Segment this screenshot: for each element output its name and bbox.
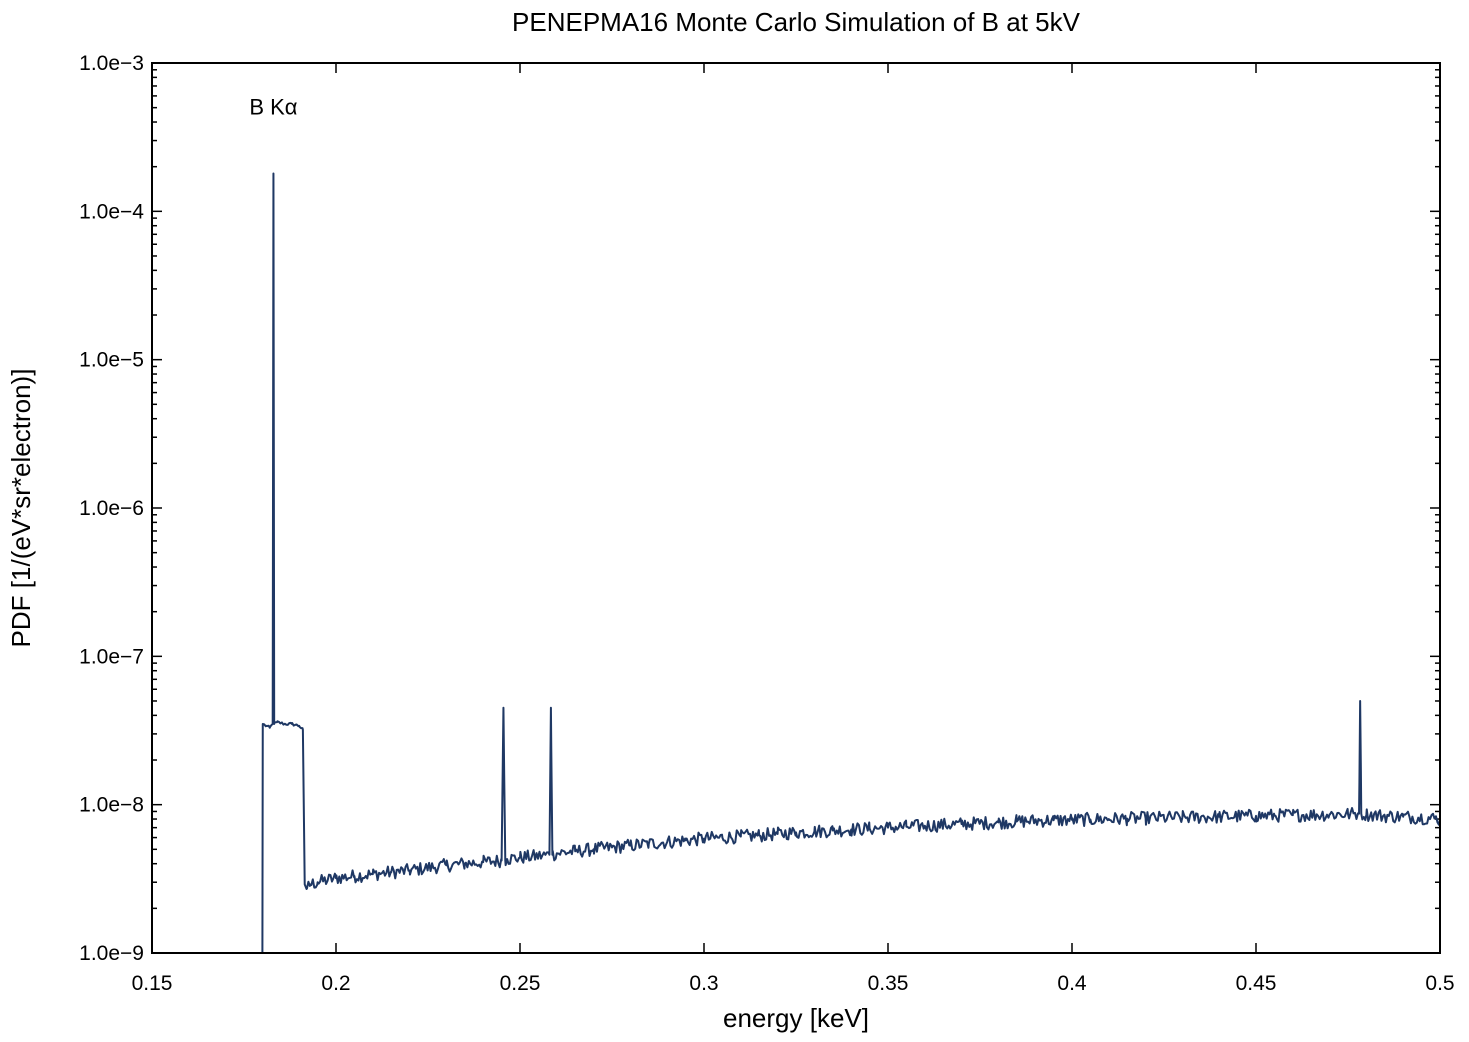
x-tick-label: 0.25	[500, 972, 541, 995]
y-tick-label: 1.0e−6	[79, 497, 144, 520]
y-axis-label: PDF [1/(eV*sr*electron)]	[6, 369, 36, 648]
y-tick-label: 1.0e−9	[79, 942, 144, 965]
x-tick-label: 0.2	[321, 972, 350, 995]
x-tick-label: 0.15	[132, 972, 173, 995]
x-tick-label: 0.45	[1236, 972, 1277, 995]
y-tick-label: 1.0e−5	[79, 349, 144, 372]
x-tick-label: 0.35	[868, 972, 909, 995]
y-tick-label: 1.0e−7	[79, 645, 144, 668]
spectrum-line	[261, 172, 1441, 954]
x-axis-label: energy [keV]	[723, 1003, 869, 1033]
y-axis: 1.0e−9 1.0e−8 1.0e−7 1.0e−6 1.0e−5 1.0e−4 1.0e…	[79, 52, 1440, 965]
y-tick-label: 1.0e−3	[79, 52, 144, 75]
x-tick-label: 0.5	[1425, 972, 1454, 995]
x-axis: 0.15 0.2 0.25 0.3 0.35 0.4 0.45 0.5	[132, 63, 1455, 995]
peak-annotation: B Kα	[249, 94, 297, 119]
plot-frame	[151, 62, 1441, 954]
chart-title: PENEPMA16 Monte Carlo Simulation of B at…	[512, 7, 1081, 37]
x-tick-label: 0.3	[689, 972, 718, 995]
y-tick-label: 1.0e−4	[79, 200, 144, 223]
y-tick-label: 1.0e−8	[79, 794, 144, 817]
x-tick-label: 0.4	[1057, 972, 1087, 995]
series-layer	[261, 172, 1441, 954]
annotation-layer: B Kα	[249, 94, 297, 119]
